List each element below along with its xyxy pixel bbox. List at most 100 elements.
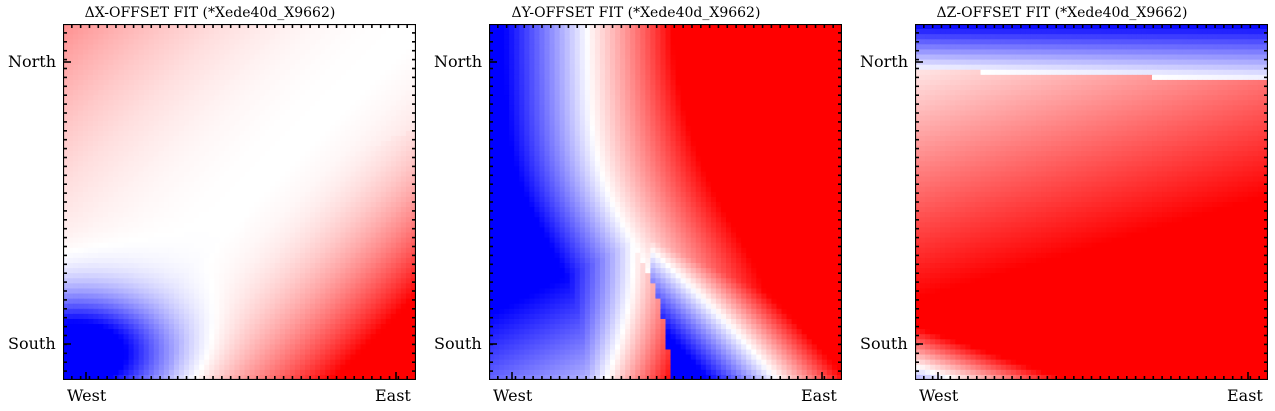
- heatmap-cell: [355, 191, 362, 198]
- heatmap-cell: [315, 278, 321, 284]
- heatmap-cell: [73, 105, 79, 112]
- heatmap-cell: [178, 329, 185, 335]
- heatmap-cell: [370, 374, 377, 380]
- heatmap-cell: [259, 186, 266, 193]
- heatmap-cell: [340, 273, 346, 279]
- heatmap-cell: [73, 29, 79, 35]
- heatmap-cell: [254, 298, 261, 305]
- heatmap-cell: [410, 364, 416, 371]
- heatmap-cell: [385, 283, 392, 290]
- heatmap-cell: [234, 247, 241, 254]
- heatmap-cell: [168, 24, 175, 30]
- heatmap-cell: [405, 181, 412, 188]
- heatmap-cell: [385, 217, 392, 223]
- heatmap-cell: [199, 257, 205, 264]
- heatmap-cell: [93, 369, 99, 376]
- heatmap-cell: [350, 49, 357, 56]
- heatmap-cell: [264, 191, 271, 198]
- heatmap-cell: [143, 156, 150, 162]
- heatmap-cell: [315, 29, 321, 35]
- heatmap-cell: [320, 105, 326, 112]
- heatmap-cell: [224, 207, 231, 213]
- heatmap-cell: [269, 202, 276, 208]
- heatmap-cell: [375, 318, 382, 325]
- heatmap-cell: [345, 242, 352, 249]
- heatmap-cell: [78, 161, 84, 167]
- heatmap-cell: [153, 283, 160, 290]
- heatmap-cell: [264, 54, 271, 61]
- heatmap-cell: [340, 369, 346, 376]
- heatmap-cell: [103, 54, 109, 61]
- heatmap-cell: [194, 283, 200, 290]
- heatmap-cell: [128, 49, 135, 56]
- heatmap-cell: [395, 39, 402, 45]
- heatmap-cell: [113, 130, 120, 137]
- heatmap-cell: [88, 186, 94, 193]
- heatmap-cell: [385, 64, 392, 71]
- heatmap-cell: [249, 156, 256, 162]
- heatmap-cell: [249, 268, 256, 274]
- heatmap-cell: [274, 252, 281, 259]
- heatmap-cell: [279, 202, 286, 208]
- heatmap-cell: [148, 176, 155, 183]
- heatmap-cell: [340, 344, 346, 351]
- heatmap-cell: [118, 79, 125, 86]
- heatmap-cell: [194, 227, 200, 234]
- heatmap-cell: [194, 303, 200, 310]
- heatmap-cell: [158, 29, 165, 35]
- heatmap-cell: [400, 222, 407, 229]
- heatmap-cell: [395, 324, 402, 330]
- heatmap-cell: [103, 257, 109, 264]
- heatmap-cell: [113, 49, 120, 56]
- heatmap-cell: [254, 156, 261, 162]
- heatmap-cell: [310, 247, 316, 254]
- heatmap-cell: [300, 303, 306, 310]
- heatmap-cell: [395, 217, 402, 223]
- heatmap-cell: [128, 34, 135, 40]
- heatmap-cell: [184, 298, 190, 305]
- heatmap-cell: [335, 344, 341, 351]
- heatmap-cell: [259, 298, 266, 305]
- heatmap-cell: [128, 257, 135, 264]
- heatmap-cell: [108, 374, 115, 380]
- heatmap-cell: [410, 105, 416, 112]
- heatmap-cell: [264, 49, 271, 56]
- heatmap-cell: [305, 293, 311, 300]
- heatmap-cell: [310, 186, 316, 193]
- heatmap-cell: [395, 369, 402, 376]
- heatmap-cell: [143, 247, 150, 254]
- heatmap-cell: [214, 166, 220, 173]
- heatmap-cell: [300, 90, 306, 96]
- heatmap-cell: [325, 237, 331, 244]
- heatmap-cell: [118, 288, 125, 295]
- heatmap-cell: [375, 278, 382, 284]
- heatmap-cell: [315, 100, 321, 106]
- heatmap-cell: [239, 29, 246, 35]
- heatmap-cell: [249, 283, 256, 290]
- heatmap-cell: [370, 110, 377, 117]
- heatmap-cell: [168, 140, 175, 147]
- heatmap-cell: [390, 217, 397, 223]
- heatmap-cell: [194, 313, 200, 320]
- heatmap-cell: [310, 273, 316, 279]
- heatmap-cell: [93, 354, 99, 361]
- heatmap-cell: [375, 120, 382, 127]
- heatmap-cell: [380, 349, 387, 356]
- heatmap-cell: [284, 24, 291, 30]
- heatmap-cell: [103, 369, 109, 376]
- heatmap-cell: [123, 359, 130, 366]
- heatmap-cell: [395, 344, 402, 351]
- heatmap-cell: [405, 217, 412, 223]
- heatmap-cell: [224, 171, 231, 178]
- heatmap-cell: [158, 59, 165, 66]
- heatmap-cell: [390, 120, 397, 127]
- heatmap-cell: [83, 364, 89, 371]
- heatmap-cell: [93, 69, 99, 76]
- heatmap-cell: [178, 59, 185, 66]
- heatmap-cell: [219, 364, 225, 371]
- heatmap-cell: [133, 29, 140, 35]
- heatmap-cell: [340, 166, 346, 173]
- heatmap-cell: [390, 298, 397, 305]
- heatmap-cell: [315, 69, 321, 76]
- heatmap-cell: [178, 263, 185, 269]
